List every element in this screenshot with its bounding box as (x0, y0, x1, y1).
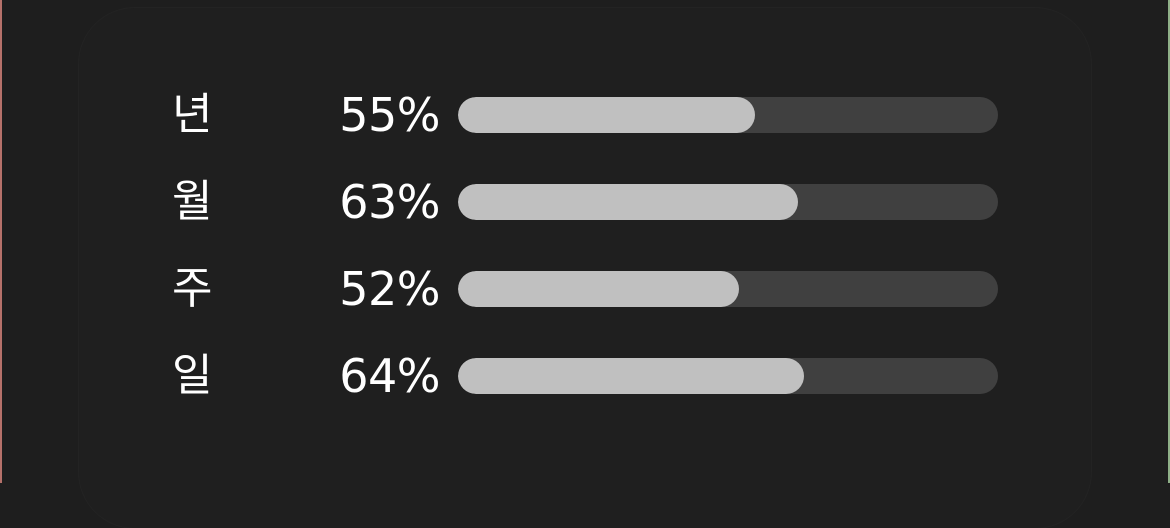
row-label: 일 (172, 350, 213, 401)
progress-fill (458, 271, 739, 307)
progress-fill (458, 358, 804, 394)
row-label: 월 (172, 176, 213, 227)
progress-track (458, 97, 998, 133)
window-edge-left (0, 0, 2, 483)
row-percent: 52% (339, 262, 440, 316)
row-percent: 63% (339, 175, 440, 229)
row-percent: 55% (339, 88, 440, 142)
time-progress-widget (79, 8, 1091, 528)
progress-track (458, 184, 998, 220)
progress-row-day: 일 64% (0, 349, 1170, 403)
progress-track (458, 271, 998, 307)
window-edge-right (1168, 0, 1170, 483)
progress-fill (458, 97, 755, 133)
progress-row-month: 월 63% (0, 175, 1170, 229)
row-percent: 64% (339, 349, 440, 403)
row-label: 주 (172, 263, 213, 314)
progress-row-year: 년 55% (0, 88, 1170, 142)
row-label: 년 (172, 89, 213, 140)
progress-row-week: 주 52% (0, 262, 1170, 316)
progress-fill (458, 184, 799, 220)
progress-track (458, 358, 998, 394)
